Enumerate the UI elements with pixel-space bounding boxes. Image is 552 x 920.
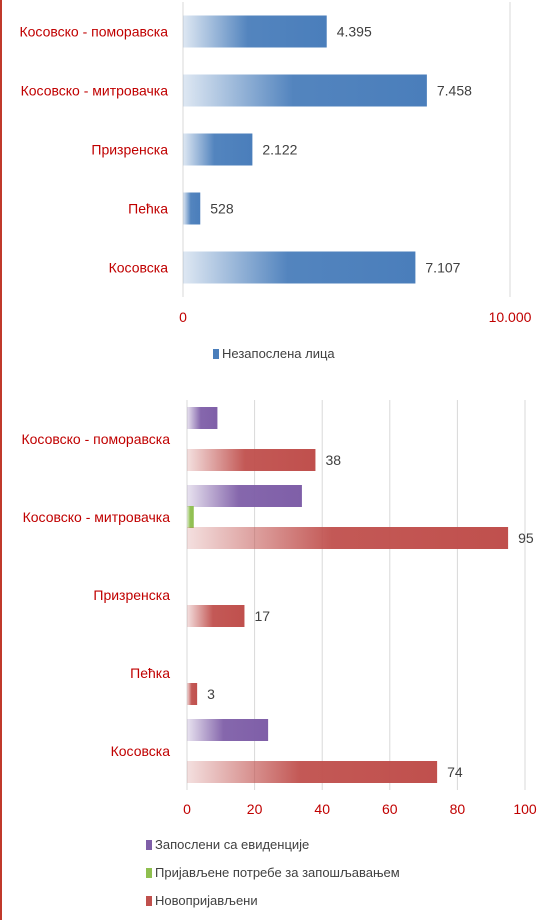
bar-незапослена-лица-1 (183, 74, 427, 107)
bar-незапослена-лица-0 (183, 15, 327, 48)
category-label-1: Косовско - митровачка (23, 509, 171, 525)
category-label-2: Призренска (91, 142, 168, 158)
data-label-незапослена-лица-3: 528 (210, 201, 234, 217)
tick-label-3: 60 (382, 801, 398, 817)
bar-незапослена-лица-4 (183, 251, 416, 284)
tick-label-4: 80 (450, 801, 466, 817)
chart-registrations: Косовско - поморавска Косовско - митровач… (21, 400, 537, 908)
legend-swatch-новопријављени (146, 896, 152, 906)
tick-label-0: 0 (183, 801, 191, 817)
category-label-3: Пећка (130, 665, 170, 681)
tick-label-2: 40 (314, 801, 330, 817)
bar-запослени-са-евиденције-1 (187, 485, 302, 507)
bar-новопријављени-1 (187, 527, 509, 549)
category-label-2: Призренска (93, 587, 170, 603)
tick-label-0: 0 (179, 309, 187, 325)
legend-label-новопријављени: Новопријављени (155, 893, 258, 908)
bar-незапослена-лица-2 (183, 133, 253, 166)
legend-label-пријављене-потребе-за-запошљавањем: Пријављене потребе за запошљавањем (155, 865, 400, 880)
legend-swatch-пријављене-потребе-за-запошљавањем (146, 868, 152, 878)
legend-swatch-запослени-са-евиденције (146, 840, 152, 850)
data-label-незапослена-лица-1: 7.458 (437, 83, 472, 99)
category-label-0: Косовско - поморавска (21, 431, 170, 447)
bar-новопријављени-4 (187, 761, 438, 783)
bar-пријављене-потребе-за-запошљавањем-1 (187, 506, 194, 528)
bar-новопријављени-2 (187, 605, 245, 627)
data-label-новопријављени-1: 95 (518, 530, 534, 546)
legend-label-запослени-са-евиденције: Запослени са евиденције (155, 837, 309, 852)
bar-новопријављени-0 (187, 449, 316, 471)
chart-unemployed: Косовско - поморавска Косовско - митровач… (19, 2, 532, 361)
category-label-4: Косовска (111, 743, 171, 759)
tick-label-1: 20 (247, 801, 263, 817)
data-label-новопријављени-3: 3 (207, 686, 215, 702)
data-label-новопријављени-4: 74 (447, 764, 463, 780)
legend-label-незапослена-лица: Незапослена лица (222, 346, 335, 361)
data-label-незапослена-лица-0: 4.395 (337, 24, 372, 40)
bar-запослени-са-евиденције-0 (187, 407, 218, 429)
bar-незапослена-лица-3 (183, 192, 201, 225)
data-label-незапослена-лица-2: 2.122 (262, 142, 297, 158)
category-label-1: Косовско - митровачка (21, 83, 169, 99)
bar-новопријављени-3 (187, 683, 198, 705)
data-label-новопријављени-0: 38 (325, 452, 341, 468)
category-label-0: Косовско - поморавска (19, 24, 168, 40)
page-left-border (0, 0, 2, 920)
data-label-незапослена-лица-4: 7.107 (425, 260, 460, 276)
data-label-новопријављени-2: 17 (254, 608, 270, 624)
tick-label-1: 10.000 (489, 309, 532, 325)
category-label-4: Косовска (109, 260, 169, 276)
tick-label-5: 100 (513, 801, 537, 817)
category-label-3: Пећка (128, 201, 168, 217)
bar-запослени-са-евиденције-4 (187, 719, 269, 741)
legend-swatch-незапослена-лица (213, 349, 219, 359)
